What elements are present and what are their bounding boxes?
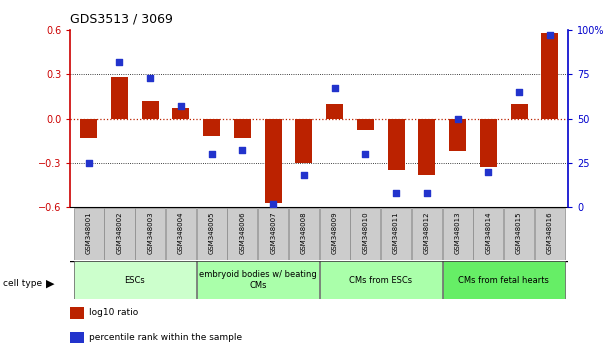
Bar bbox=[80, 119, 97, 138]
FancyBboxPatch shape bbox=[381, 208, 411, 260]
Text: GSM348009: GSM348009 bbox=[332, 212, 338, 254]
Bar bbox=[449, 119, 466, 151]
Bar bbox=[142, 101, 159, 119]
FancyBboxPatch shape bbox=[442, 208, 473, 260]
Text: GSM348001: GSM348001 bbox=[86, 212, 92, 254]
FancyBboxPatch shape bbox=[135, 208, 165, 260]
Point bbox=[268, 201, 278, 206]
Text: percentile rank within the sample: percentile rank within the sample bbox=[89, 333, 242, 342]
Text: embryoid bodies w/ beating
CMs: embryoid bodies w/ beating CMs bbox=[199, 270, 316, 290]
Text: GSM348014: GSM348014 bbox=[485, 212, 491, 254]
FancyBboxPatch shape bbox=[289, 208, 319, 260]
Bar bbox=[111, 77, 128, 119]
Text: GSM348011: GSM348011 bbox=[393, 212, 399, 254]
Text: GSM348006: GSM348006 bbox=[240, 212, 246, 254]
FancyBboxPatch shape bbox=[350, 208, 381, 260]
Text: CMs from fetal hearts: CMs from fetal hearts bbox=[458, 275, 549, 285]
Bar bbox=[326, 104, 343, 119]
Text: GSM348010: GSM348010 bbox=[362, 212, 368, 254]
Bar bbox=[357, 119, 374, 130]
Bar bbox=[172, 108, 189, 119]
FancyBboxPatch shape bbox=[535, 208, 565, 260]
Bar bbox=[387, 119, 404, 170]
FancyBboxPatch shape bbox=[258, 208, 288, 260]
Text: GSM348003: GSM348003 bbox=[147, 212, 153, 254]
FancyBboxPatch shape bbox=[74, 261, 196, 299]
FancyBboxPatch shape bbox=[320, 208, 349, 260]
Text: GSM348005: GSM348005 bbox=[209, 212, 214, 254]
Bar bbox=[419, 119, 435, 175]
Point bbox=[453, 116, 463, 121]
Text: GSM348012: GSM348012 bbox=[424, 212, 430, 254]
Text: GSM348016: GSM348016 bbox=[547, 212, 553, 254]
FancyBboxPatch shape bbox=[227, 208, 257, 260]
Text: CMs from ESCs: CMs from ESCs bbox=[349, 275, 412, 285]
FancyBboxPatch shape bbox=[474, 208, 503, 260]
Text: GSM348008: GSM348008 bbox=[301, 212, 307, 254]
FancyBboxPatch shape bbox=[104, 208, 134, 260]
Point bbox=[238, 148, 247, 153]
Point bbox=[299, 172, 309, 178]
Bar bbox=[480, 119, 497, 167]
FancyBboxPatch shape bbox=[412, 208, 442, 260]
Bar bbox=[203, 119, 220, 136]
FancyBboxPatch shape bbox=[197, 208, 227, 260]
Point bbox=[145, 75, 155, 81]
FancyBboxPatch shape bbox=[442, 261, 565, 299]
FancyBboxPatch shape bbox=[74, 208, 104, 260]
Point bbox=[84, 160, 93, 166]
FancyBboxPatch shape bbox=[197, 261, 319, 299]
Text: GSM348007: GSM348007 bbox=[270, 212, 276, 254]
Point bbox=[176, 103, 186, 109]
Text: GSM348002: GSM348002 bbox=[117, 212, 122, 254]
Text: GSM348004: GSM348004 bbox=[178, 212, 184, 254]
Bar bbox=[296, 119, 312, 163]
Point bbox=[330, 86, 340, 91]
Bar bbox=[234, 119, 251, 138]
Text: GDS3513 / 3069: GDS3513 / 3069 bbox=[70, 12, 173, 25]
Point bbox=[514, 89, 524, 95]
FancyBboxPatch shape bbox=[504, 208, 534, 260]
Bar bbox=[541, 33, 558, 119]
FancyBboxPatch shape bbox=[320, 261, 442, 299]
Point bbox=[360, 151, 370, 157]
Point bbox=[483, 169, 493, 175]
Text: cell type: cell type bbox=[3, 279, 42, 288]
Point bbox=[391, 190, 401, 196]
Point bbox=[207, 151, 216, 157]
Text: GSM348013: GSM348013 bbox=[455, 212, 461, 254]
FancyBboxPatch shape bbox=[166, 208, 196, 260]
Point bbox=[545, 33, 555, 38]
Bar bbox=[265, 119, 282, 202]
Bar bbox=[511, 104, 527, 119]
Point bbox=[114, 59, 124, 65]
Text: GSM348015: GSM348015 bbox=[516, 212, 522, 254]
Point bbox=[422, 190, 432, 196]
Text: ESCs: ESCs bbox=[125, 275, 145, 285]
Text: ▶: ▶ bbox=[46, 278, 55, 288]
Text: log10 ratio: log10 ratio bbox=[89, 308, 138, 318]
